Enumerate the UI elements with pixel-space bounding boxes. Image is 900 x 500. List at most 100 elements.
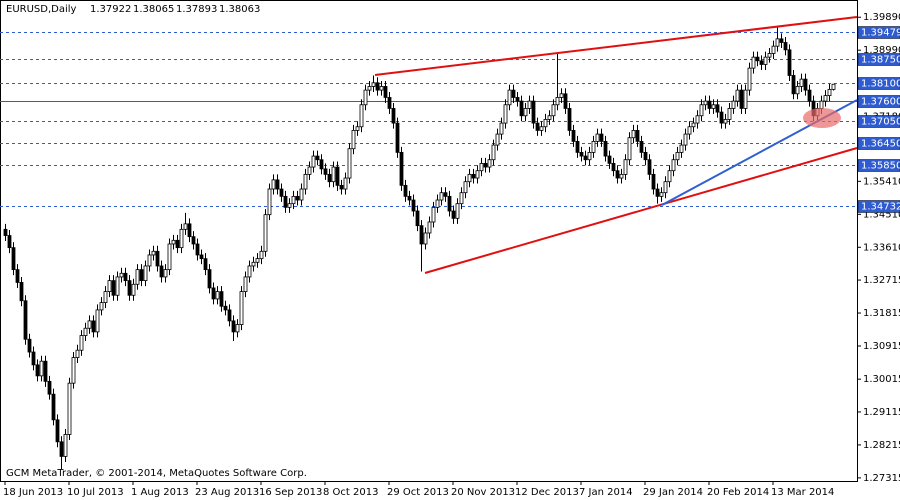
- candle-body: [635, 130, 640, 142]
- candle-body: [331, 166, 336, 183]
- candle-body: [87, 320, 92, 329]
- candle-body: [303, 173, 308, 190]
- candle-body: [275, 179, 280, 190]
- trend-line-upper: [374, 16, 858, 76]
- candle-body: [7, 235, 12, 249]
- candle-body: [455, 203, 460, 219]
- candle-body: [411, 199, 416, 212]
- candle-body: [711, 104, 716, 109]
- candle-body: [651, 173, 656, 190]
- candle-body: [3, 228, 8, 236]
- x-tick-label: 12 Dec 2013: [515, 487, 579, 498]
- candle-body: [503, 104, 508, 124]
- candle-body: [259, 250, 264, 260]
- x-tick-label: 8 Oct 2013: [323, 487, 378, 498]
- candle-body: [723, 119, 728, 124]
- candle-body: [563, 93, 568, 109]
- candle-body: [603, 141, 608, 157]
- candle-body: [659, 192, 664, 197]
- candle-body: [791, 75, 796, 95]
- candle-body: [627, 137, 632, 161]
- candle-body: [211, 287, 216, 300]
- candle-body: [823, 95, 828, 102]
- candle-body: [311, 155, 316, 168]
- candle-body: [287, 203, 292, 208]
- candle-body: [499, 122, 504, 135]
- x-tick-label: 20 Feb 2014: [707, 487, 769, 498]
- candle-body: [375, 82, 380, 91]
- candle-body: [351, 130, 356, 150]
- candle-body: [11, 247, 16, 271]
- candle-body: [255, 258, 260, 263]
- y-tick-label: 1.34510: [863, 209, 900, 220]
- candle-body: [763, 56, 768, 65]
- chart-title: EURUSD,Daily: [6, 4, 77, 15]
- candle-body: [559, 93, 564, 98]
- candle-body: [699, 104, 704, 117]
- x-tick-label: 18 Jun 2013: [3, 487, 63, 498]
- candle-body: [571, 130, 576, 142]
- candle-body: [239, 291, 244, 325]
- candle-body: [243, 276, 248, 293]
- level-label: 1.35850: [861, 161, 900, 172]
- candle-body: [355, 126, 360, 131]
- candle-body: [743, 89, 748, 109]
- candle-body: [595, 133, 600, 142]
- level-box: [857, 53, 900, 66]
- candle-body: [551, 104, 556, 117]
- candle-body: [183, 223, 188, 230]
- header-value: 1.38065: [133, 4, 174, 15]
- candle-body: [267, 188, 272, 216]
- candle-body: [171, 239, 176, 245]
- candle-body: [395, 122, 400, 153]
- candle-body: [535, 122, 540, 131]
- header-value: 1.37922: [90, 4, 131, 15]
- candle-body: [115, 276, 120, 296]
- candle-body: [343, 177, 348, 190]
- candle-body: [295, 195, 300, 201]
- candle-body: [235, 324, 240, 333]
- price-axis: 1.398901.389901.371801.354101.345101.336…: [857, 12, 900, 484]
- candle-body: [703, 100, 708, 106]
- candle-body: [507, 89, 512, 106]
- candle-body: [247, 265, 252, 278]
- candle-body: [391, 108, 396, 124]
- candle-body: [443, 192, 448, 197]
- candle-body: [647, 159, 652, 175]
- candle-body: [523, 108, 528, 117]
- candle-body: [175, 239, 180, 249]
- y-tick-label: 1.27315: [863, 473, 900, 484]
- candle-body: [363, 89, 368, 106]
- candle-body: [427, 221, 432, 234]
- candle-body: [215, 291, 220, 300]
- candle-body: [439, 192, 444, 201]
- candle-body: [459, 192, 464, 205]
- candle-body: [799, 78, 804, 87]
- candle-body: [495, 133, 500, 146]
- candle-body: [623, 159, 628, 175]
- candle-body: [123, 272, 128, 282]
- candle-body: [163, 269, 168, 278]
- candle-body: [423, 232, 428, 245]
- candle-body: [135, 269, 140, 285]
- candle-body: [807, 89, 812, 102]
- candle-body: [147, 254, 152, 267]
- candle-body: [131, 283, 136, 296]
- candle-body: [95, 309, 100, 333]
- candle-body: [719, 111, 724, 124]
- candle-body: [435, 199, 440, 208]
- candle-body: [671, 159, 676, 172]
- candle-body: [715, 104, 720, 113]
- y-tick-label: 1.30915: [863, 341, 900, 352]
- candle-body: [367, 86, 372, 91]
- candle-body: [195, 243, 200, 256]
- candle-body: [759, 60, 764, 65]
- candle-body: [379, 86, 384, 91]
- highlight-ellipse: [803, 108, 841, 128]
- y-tick-label: 1.29115: [863, 407, 900, 418]
- candle-body: [67, 382, 72, 435]
- candle-body: [339, 184, 344, 190]
- candle-body: [707, 100, 712, 109]
- candle-body: [99, 302, 104, 311]
- level-label: 1.38100: [861, 79, 900, 90]
